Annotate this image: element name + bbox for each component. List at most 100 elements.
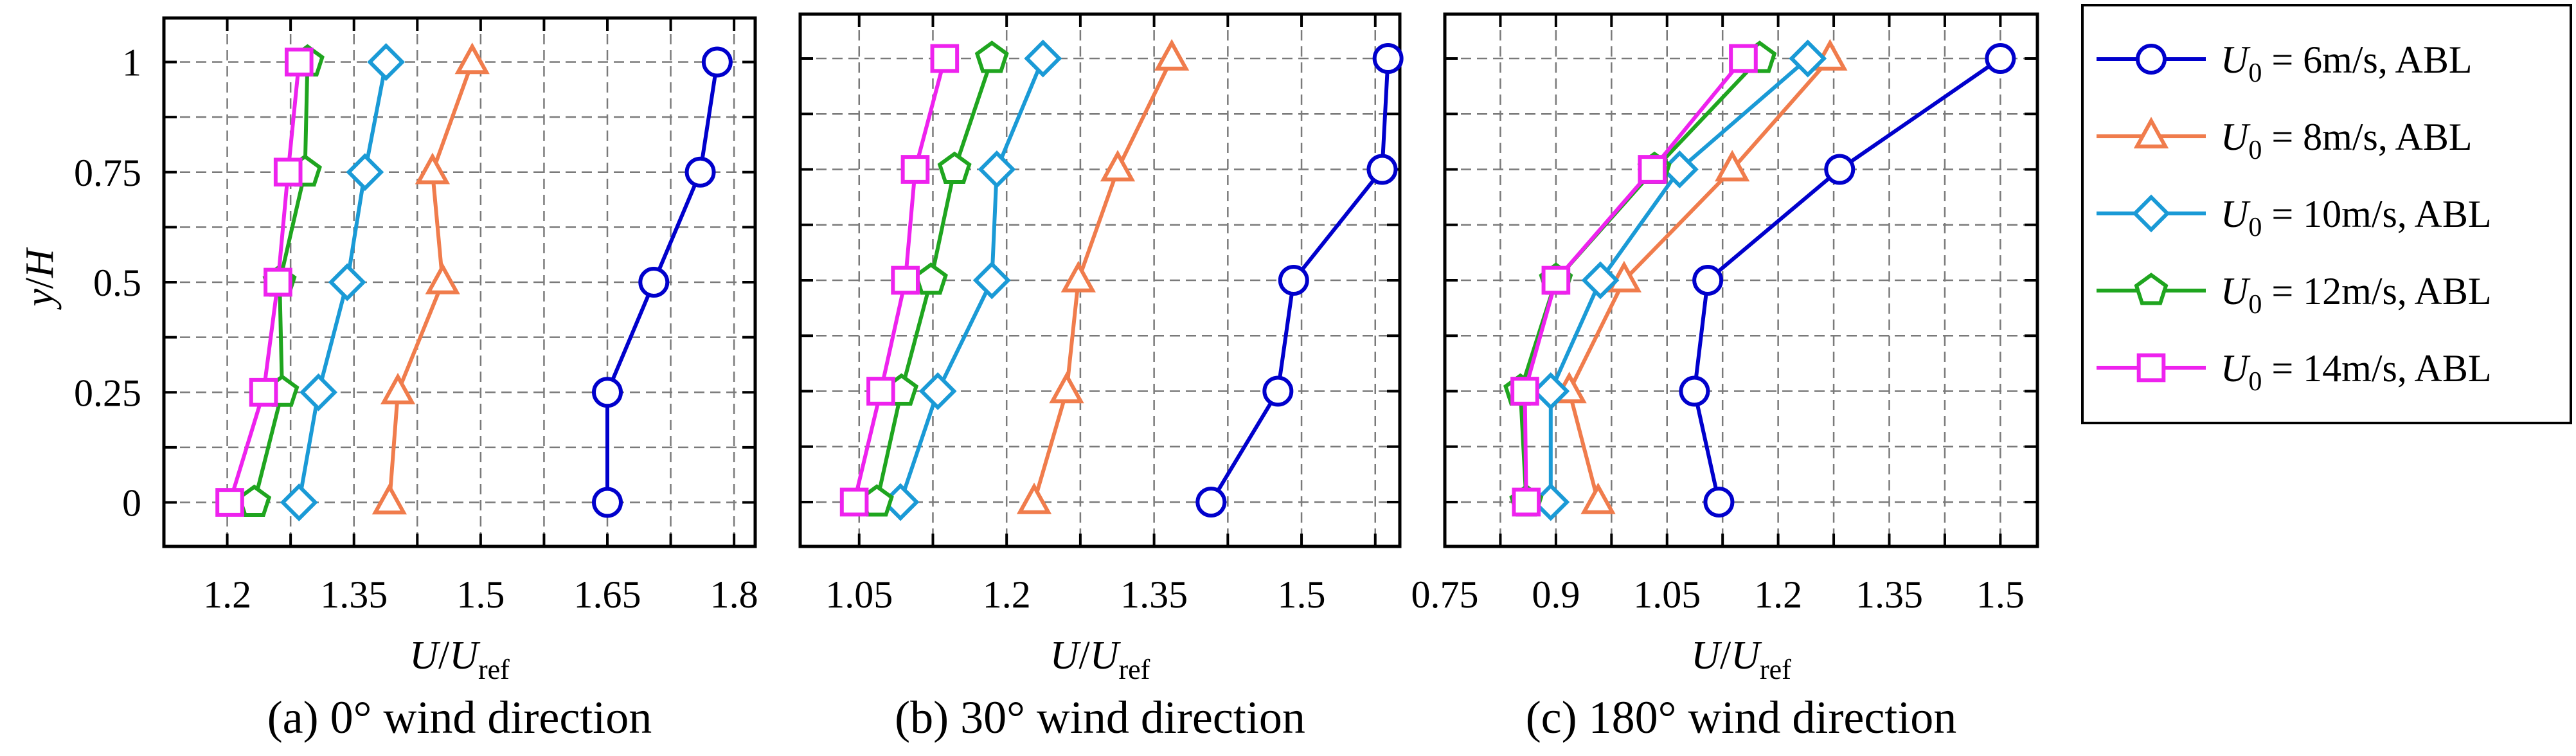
data-point: [415, 152, 451, 184]
x-axis-label: U/Uref: [1050, 634, 1150, 685]
x-tick-label: 1.2: [203, 573, 251, 616]
data-point: [1541, 266, 1571, 295]
data-point: [273, 158, 303, 187]
series-4: [859, 40, 1009, 517]
data-point: [1016, 482, 1052, 514]
data-point: [1195, 487, 1227, 518]
data-point: [930, 44, 960, 73]
series-5: [1510, 44, 1758, 517]
panel-title: (a) 0° wind direction: [267, 692, 652, 743]
data-point: [1985, 43, 2016, 74]
data-point: [1024, 39, 1062, 78]
data-point: [866, 377, 895, 406]
data-point: [1049, 372, 1084, 404]
data-point: [1692, 265, 1724, 296]
legend-label: U0 = 8m/s, ABL: [2221, 116, 2473, 165]
legend-marker: [2136, 353, 2166, 382]
series-5: [215, 48, 314, 517]
data-point: [1366, 154, 1398, 185]
data-point: [972, 261, 1011, 300]
series-line: [1032, 57, 1174, 503]
data-point: [380, 372, 416, 404]
data-point: [937, 151, 972, 184]
data-point: [1606, 260, 1642, 292]
x-tick-label: 1.2: [1754, 573, 1802, 616]
data-point: [1278, 265, 1309, 296]
ticks: [800, 14, 1400, 546]
data-point: [1262, 375, 1294, 407]
data-point: [1789, 39, 1827, 78]
x-tick-label: 1.5: [1278, 573, 1326, 616]
x-tick-label: 1.05: [1633, 573, 1701, 616]
y-tick-label: 0.75: [74, 152, 141, 194]
series-2: [371, 42, 490, 515]
legend-label: U0 = 10m/s, ABL: [2221, 193, 2492, 242]
data-point: [264, 267, 292, 297]
data-point: [592, 377, 623, 408]
data-point: [1581, 261, 1620, 300]
data-point: [1372, 43, 1404, 74]
x-tick-label: 1.8: [710, 573, 758, 616]
x-tick-label: 1.5: [1976, 573, 2025, 616]
series-2: [1552, 39, 1848, 514]
ticks: [1445, 14, 2037, 546]
data-point: [839, 487, 869, 517]
x-tick-label: 0.75: [1411, 573, 1479, 616]
data-point: [371, 483, 407, 515]
x-tick-label: 1.35: [1120, 573, 1188, 616]
data-point: [684, 156, 716, 188]
data-point: [592, 487, 623, 518]
ticks: [164, 18, 755, 546]
panel-a: 1.2 1.35 1.5 1.65 1.8 0 0.25 0.5 0.75 1 U/Uref (a) …: [74, 16, 758, 743]
x-tick-label: 1.05: [825, 573, 893, 616]
x-axis-label: U/Uref: [1691, 634, 1791, 685]
data-point: [974, 40, 1009, 73]
data-point: [638, 267, 670, 298]
x-tick-label: 1.2: [983, 573, 1031, 616]
x-axis-label: U/Uref: [409, 634, 510, 685]
legend: U0 = 6m/s, ABL U0 = 8m/s, ABL U0 = 10m/s, …: [2081, 4, 2572, 424]
grid: [800, 14, 1400, 546]
data-point: [367, 43, 406, 81]
series-3: [1532, 39, 1827, 521]
legend-label: U0 = 14m/s, ABL: [2221, 347, 2492, 397]
data-point: [346, 153, 384, 192]
x-tick-label: 1.35: [1856, 573, 1923, 616]
data-point: [1510, 377, 1539, 406]
legend-item: U0 = 14m/s, ABL: [2097, 347, 2492, 397]
x-tick-label: 0.9: [1532, 573, 1580, 616]
data-point: [1679, 375, 1710, 407]
data-point: [1154, 39, 1190, 71]
legend-marker: [2134, 273, 2169, 305]
plot-frame: [798, 12, 1402, 548]
series-5: [839, 44, 960, 517]
x-tick-label: 1.65: [574, 573, 641, 616]
legend-marker: [2133, 116, 2169, 148]
data-point: [1638, 155, 1667, 184]
x-tick-label: 1.35: [320, 573, 388, 616]
panel-title: (c) 180° wind direction: [1526, 692, 1957, 743]
data-point: [284, 48, 314, 76]
y-tick-label: 0.5: [93, 262, 141, 304]
legend-marker: [2136, 44, 2167, 75]
grid: [164, 18, 755, 546]
legend-marker: [2132, 194, 2170, 233]
data-point: [300, 373, 337, 411]
series-3: [280, 43, 406, 521]
legend-items: U0 = 6m/s, ABL U0 = 8m/s, ABL U0 = 10m/s, …: [2097, 39, 2492, 397]
data-point: [1729, 44, 1758, 73]
data-point: [891, 266, 920, 295]
y-tick-label: 0: [122, 482, 141, 525]
x-tick-label: 1.5: [456, 573, 505, 616]
series-3: [881, 39, 1062, 521]
plot-frame: [1443, 12, 2039, 548]
data-point: [1703, 487, 1735, 518]
legend-item: U0 = 6m/s, ABL: [2097, 39, 2473, 88]
data-point: [701, 46, 733, 78]
y-tick-label: 0.25: [74, 372, 141, 414]
data-point: [1580, 482, 1616, 514]
data-point: [918, 372, 957, 410]
plot-frame: [162, 16, 757, 548]
series-1: [592, 46, 733, 518]
